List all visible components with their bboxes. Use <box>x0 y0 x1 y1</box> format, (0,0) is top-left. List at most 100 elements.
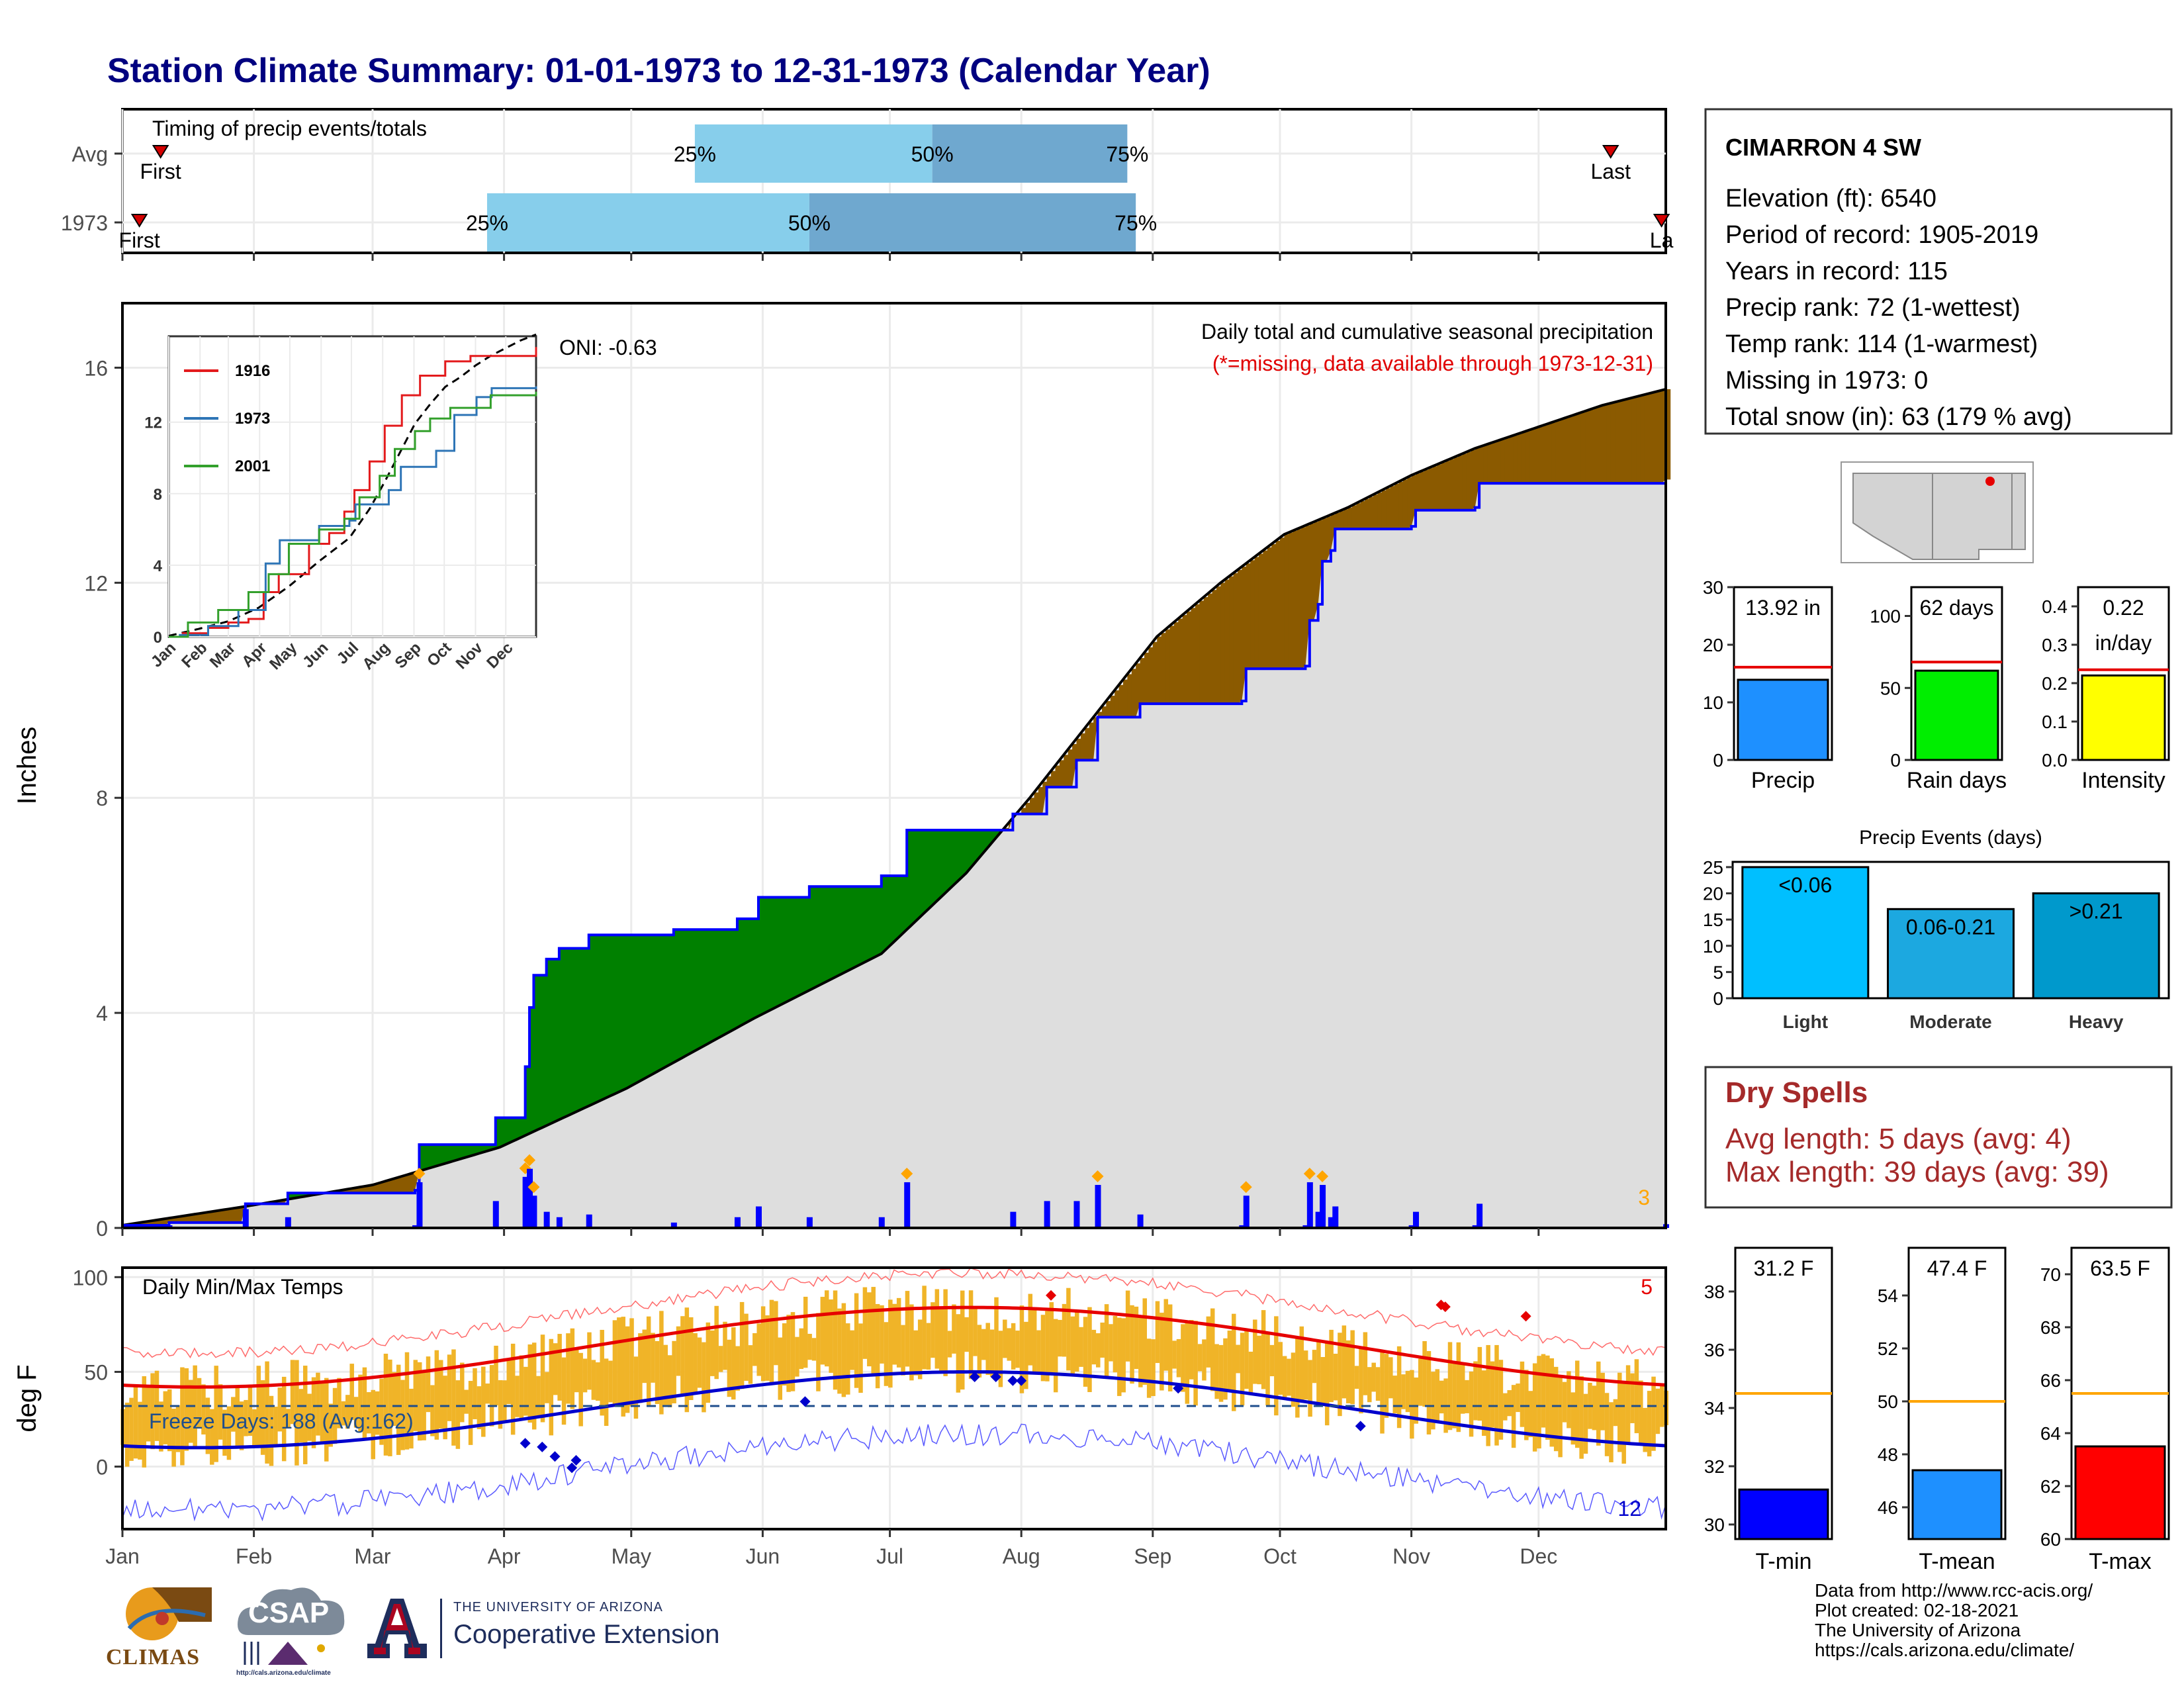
daily-temp-bar <box>646 1316 651 1407</box>
daily-temp-bar <box>880 1305 884 1364</box>
precip-deficit-area <box>1517 434 1522 484</box>
precip-surplus-area <box>987 829 993 849</box>
daily-temp-bar <box>1333 1354 1338 1401</box>
daily-temp-bar <box>913 1330 919 1376</box>
precip-deficit-area <box>1453 457 1459 510</box>
daily-temp-bar <box>909 1304 914 1381</box>
daily-temp-bar <box>964 1317 969 1352</box>
events-ytick-label: 15 <box>1703 910 1723 930</box>
precip-deficit-area <box>186 1215 191 1223</box>
daily-temp-bar <box>531 1342 537 1430</box>
temp-ytick-label: 0 <box>96 1456 108 1479</box>
daily-temp-bar <box>1109 1324 1113 1362</box>
daily-temp-bar <box>1324 1343 1330 1426</box>
map-states-shape <box>1852 473 2026 560</box>
daily-temp-bar <box>1019 1305 1024 1393</box>
timing-row-label: 1973 <box>61 211 108 235</box>
precip-deficit-area <box>1576 414 1582 484</box>
precip-surplus-area <box>610 935 615 1096</box>
precip-surplus-area <box>563 948 569 1118</box>
temp-bar-value-text: 47.4 F <box>1927 1256 1987 1280</box>
precip-surplus-area <box>428 1145 433 1169</box>
precip-deficit-area <box>1199 600 1205 704</box>
daily-temp-bar <box>1214 1344 1219 1399</box>
daily-temp-bar <box>515 1376 520 1417</box>
precip-surplus-area <box>915 829 921 922</box>
precip-surplus-area <box>949 829 954 890</box>
daily-temp-bar <box>1609 1402 1614 1463</box>
month-axis-label: Nov <box>1392 1544 1430 1568</box>
precip-surplus-area <box>699 929 704 1049</box>
precip-deficit-area <box>1165 629 1171 704</box>
temp-bar-ytick-label: 68 <box>2040 1317 2061 1338</box>
precip-deficit-area <box>1322 518 1328 561</box>
daily-temp-bar <box>663 1344 668 1405</box>
daily-temp-bar <box>1265 1333 1270 1406</box>
daily-temp-bar <box>1414 1377 1419 1424</box>
precip-deficit-area <box>1538 426 1544 484</box>
station-name: CIMARRON 4 SW <box>1725 134 1921 161</box>
precip-deficit-area <box>1356 503 1361 530</box>
page-title: Station Climate Summary: 01-01-1973 to 1… <box>107 52 1210 90</box>
daily-temp-bar <box>316 1372 320 1436</box>
precip-deficit-area <box>394 1178 399 1194</box>
daily-temp-bar <box>938 1309 944 1373</box>
oni-value: ONI: -0.63 <box>559 336 657 359</box>
station-info-line: Years in record: 115 <box>1725 258 1948 285</box>
precip-deficit-area <box>1122 679 1128 718</box>
daily-temp-bar <box>782 1323 787 1386</box>
hot-record-count: 5 <box>1641 1275 1653 1299</box>
precip-deficit-area <box>1284 534 1289 669</box>
daily-temp-bar <box>252 1409 257 1448</box>
precip-surplus-area <box>788 897 794 1002</box>
precip-surplus-area <box>622 935 628 1090</box>
precip-surplus-area <box>504 1117 509 1146</box>
precip-deficit-area <box>173 1217 179 1223</box>
daily-temp-bar <box>1460 1364 1465 1414</box>
precip-surplus-area <box>864 886 870 962</box>
daily-precip-bar <box>285 1217 291 1228</box>
precip-deficit-area <box>1195 604 1201 704</box>
precip-surplus-area <box>572 948 577 1114</box>
precip-surplus-area <box>682 929 687 1058</box>
daily-temp-bar <box>1197 1344 1203 1372</box>
precip-deficit-area <box>1487 444 1493 484</box>
dry-spells-frame <box>1704 1066 2173 1209</box>
daily-temp-bar <box>1375 1367 1381 1401</box>
daily-temp-bar <box>337 1378 341 1429</box>
temp-bar-label: T-max <box>2089 1549 2151 1574</box>
daily-temp-bar <box>1257 1335 1261 1385</box>
precip-ytick-label: 8 <box>96 786 108 810</box>
precip-deficit-area <box>1398 481 1404 530</box>
precip-surplus-area <box>932 829 937 906</box>
record-low-marker-icon <box>549 1451 561 1462</box>
daily-temp-bar <box>981 1329 986 1360</box>
precip-deficit-area <box>1369 496 1374 530</box>
precip-deficit-area <box>1330 514 1336 551</box>
daily-temp-bar <box>1032 1307 1037 1374</box>
daily-temp-bar <box>1367 1367 1372 1403</box>
daily-temp-bar <box>943 1289 948 1376</box>
precip-surplus-area <box>771 897 776 1010</box>
daily-temp-bar <box>1146 1338 1152 1398</box>
daily-temp-bar <box>307 1393 312 1441</box>
daily-temp-bar <box>659 1311 664 1415</box>
daily-temp-bar <box>494 1345 498 1406</box>
precip-surplus-area <box>508 1117 514 1144</box>
daily-temp-bar <box>985 1323 990 1376</box>
daily-temp-bar <box>1312 1350 1317 1383</box>
daily-temp-bar <box>803 1296 808 1368</box>
daily-temp-bar <box>375 1391 380 1435</box>
daily-temp-bar <box>1660 1385 1664 1427</box>
temp-bar-ytick-label: 30 <box>1704 1515 1725 1535</box>
daily-temp-bar <box>994 1297 999 1379</box>
precip-deficit-area <box>1118 684 1124 718</box>
precip-deficit-area <box>1360 500 1365 530</box>
precip-surplus-area <box>478 1145 484 1154</box>
precip-deficit-area <box>1140 658 1145 704</box>
daily-temp-bar <box>417 1362 422 1441</box>
daily-temp-bar <box>795 1336 799 1377</box>
daily-temp-bar <box>850 1330 854 1370</box>
precip-surplus-area <box>826 886 831 982</box>
